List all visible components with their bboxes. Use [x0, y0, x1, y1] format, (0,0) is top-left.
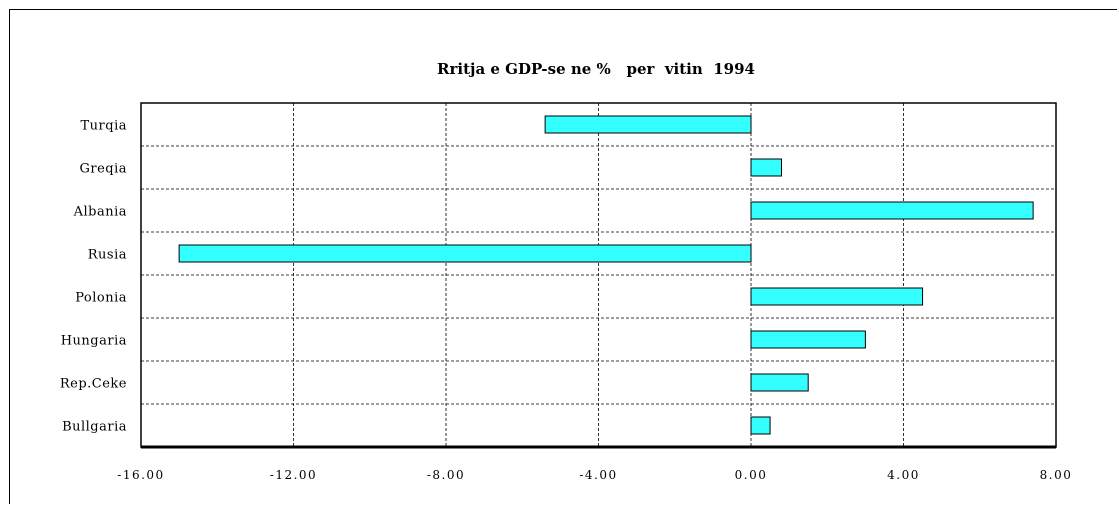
x-tick-label: -4.00 [579, 468, 617, 482]
category-label: Hungaria [61, 334, 127, 349]
category-label: Rep.Ceke [60, 377, 127, 392]
bar-rusia [178, 244, 752, 263]
bar-turqia [544, 115, 752, 134]
bars [178, 115, 1034, 435]
category-label: Bullgaria [62, 420, 127, 435]
bar-rep-ceke [750, 373, 809, 392]
category-label: Polonia [75, 291, 127, 306]
category-label: Greqia [79, 162, 127, 177]
category-labels: Turqia Greqia Albania Rusia Polonia Hungaria R… [60, 119, 127, 435]
bar-polonia [750, 287, 924, 306]
bar-bullgaria [750, 416, 771, 435]
x-tick-label: -12.00 [270, 468, 317, 482]
x-tick-label: -16.00 [117, 468, 164, 482]
grid-lines [141, 103, 1056, 447]
x-tick-label: 0.00 [735, 468, 768, 482]
category-label: Turqia [81, 119, 128, 134]
bar-hungaria [750, 330, 866, 349]
bar-greqia [750, 158, 782, 177]
category-label: Albania [73, 205, 127, 220]
chart-frame [9, 9, 1117, 504]
x-tick-label: -8.00 [427, 468, 465, 482]
chart-title: Rritja e GDP-se ne % per vitin 1994 [437, 60, 755, 78]
category-label: Rusia [88, 248, 127, 263]
x-tick-label: 8.00 [1040, 468, 1073, 482]
tick-labels: -16.00 -12.00 -8.00 -4.00 0.00 4.00 8.00 [117, 468, 1073, 482]
bar-albania [750, 201, 1034, 220]
x-tick-label: 4.00 [887, 468, 920, 482]
